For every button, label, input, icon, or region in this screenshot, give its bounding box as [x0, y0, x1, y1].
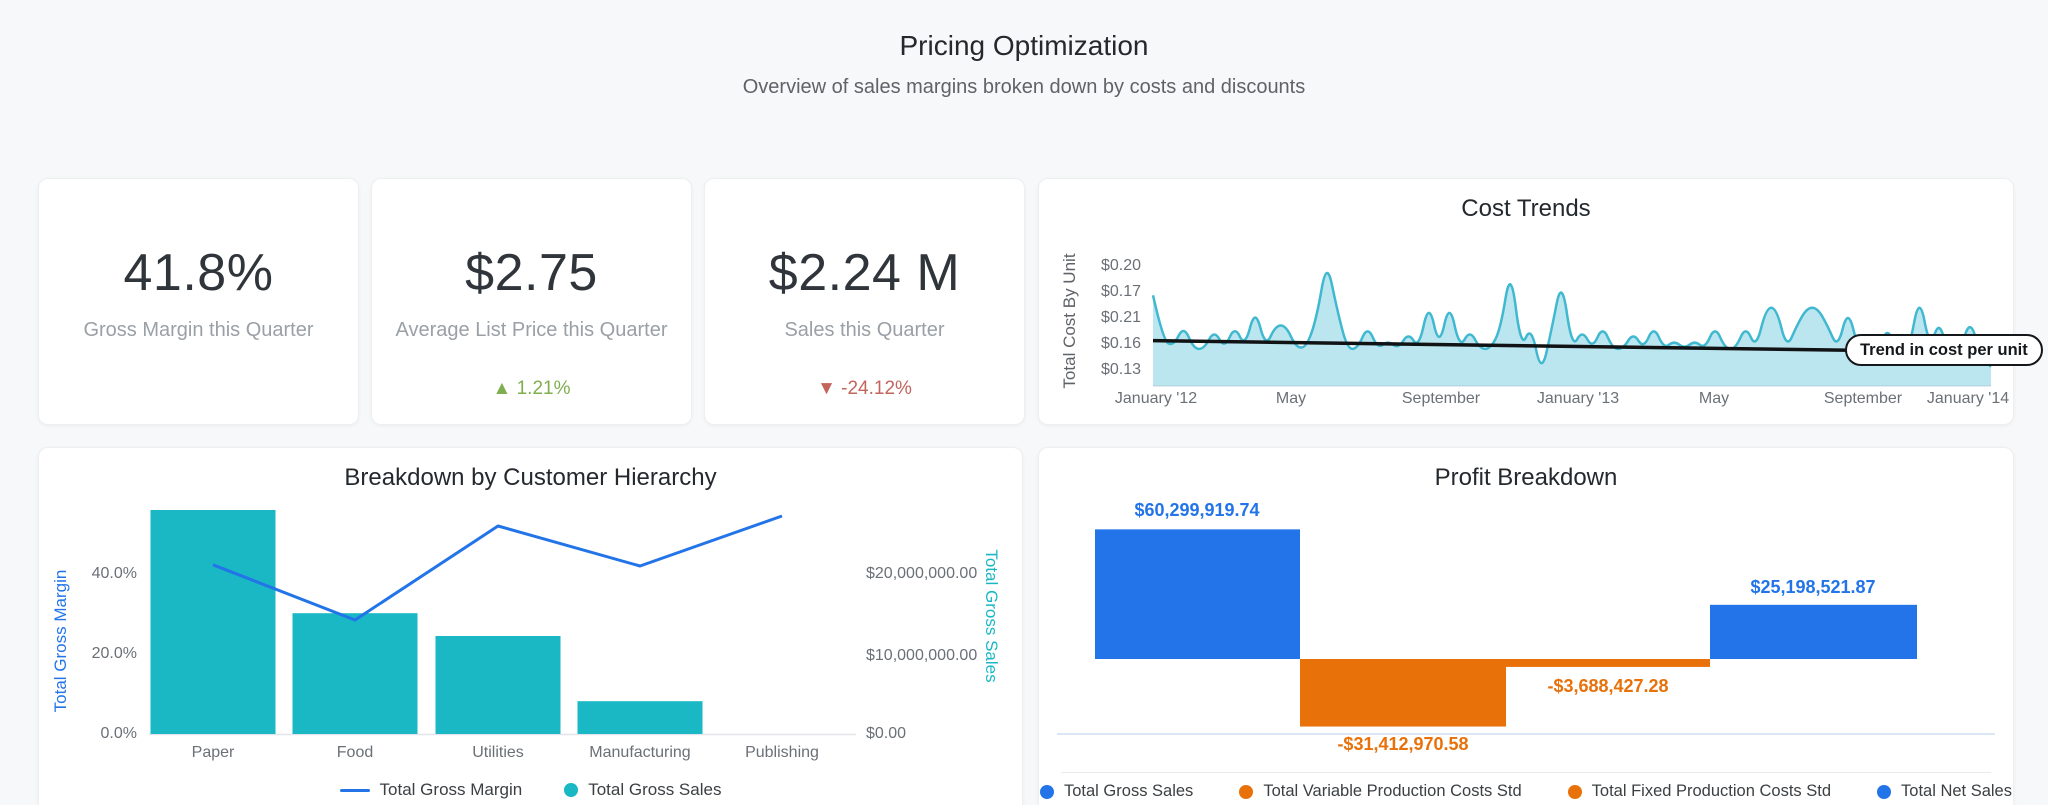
legend-item-fixed-costs[interactable]: Total Fixed Production Costs Std: [1567, 782, 1832, 801]
legend-label: Total Gross Sales: [588, 780, 722, 799]
kpi-label: Sales this Quarter: [784, 319, 945, 341]
cost-trends-area-chart[interactable]: [1039, 179, 2013, 424]
dot-swatch-icon: [564, 783, 579, 797]
x-axis-tick: January '12: [1114, 390, 1198, 407]
bar-value-label: $25,198,521.87: [1750, 577, 1876, 597]
line-swatch-icon: [339, 788, 370, 792]
x-axis-tick: January '13: [1536, 390, 1620, 407]
y-axis-tick: $0.16: [1100, 335, 1141, 352]
legend-label: Total Fixed Production Costs Std: [1591, 782, 1832, 800]
kpi-delta-down: ▼ -24.12%: [705, 378, 1024, 400]
y-axis-tick: $0.20: [1100, 257, 1141, 274]
down-arrow-icon: ▼: [817, 378, 836, 399]
right-axis-tick: $20,000,000.00: [866, 565, 978, 582]
kpi-delta-value: 1.21%: [516, 378, 571, 399]
customer-hierarchy-combo-chart[interactable]: [39, 448, 1022, 805]
x-axis-tick: May: [1275, 390, 1307, 407]
right-axis-tick: $0.00: [866, 725, 907, 742]
bar-value-label: -$31,412,970.58: [1337, 734, 1469, 754]
x-category-label: Paper: [191, 744, 235, 761]
right-axis-tick: $10,000,000.00: [866, 647, 978, 664]
bar-value-label: -$3,688,427.28: [1547, 676, 1669, 696]
x-axis-tick: May: [1698, 390, 1730, 407]
x-category-label: Utilities: [472, 744, 524, 761]
left-axis-tick: 40.0%: [91, 565, 137, 582]
x-axis-tick: September: [1823, 390, 1903, 407]
y-axis-tick: $0.17: [1100, 283, 1141, 300]
dashboard-header: Pricing Optimization Overview of sales m…: [0, 30, 2048, 99]
y-axis-tick: $0.13: [1100, 361, 1141, 378]
x-category-label: Manufacturing: [589, 744, 691, 761]
left-axis-tick: 0.0%: [100, 725, 137, 742]
chart-legend: Total Gross Sales Total Variable Product…: [1039, 782, 2013, 801]
legend-item-gross-sales[interactable]: Total Gross Sales: [564, 780, 721, 800]
x-axis-tick: January '14: [1926, 390, 2010, 407]
chart-title: Profit Breakdown: [1434, 464, 1618, 491]
x-category-label: Publishing: [745, 744, 819, 761]
kpi-label: Average List Price this Quarter: [395, 319, 668, 341]
chart-title: Cost Trends: [1461, 195, 1591, 222]
dot-swatch-icon: [1567, 784, 1582, 799]
legend-divider: [1061, 772, 1991, 773]
y-axis-tick: $0.21: [1100, 309, 1141, 326]
profit-breakdown-card: Profit Breakdown $60,299,919.74 -$31,412…: [1038, 447, 2014, 805]
legend-label: Total Net Sales: [1901, 782, 2012, 800]
kpi-card-average-list-price: $2.75 Average List Price this Quarter ▲ …: [371, 178, 692, 425]
chart-legend: Total Gross Margin Total Gross Sales: [39, 780, 1022, 800]
legend-label: Total Variable Production Costs Std: [1263, 782, 1522, 800]
x-category-label: Food: [336, 744, 374, 761]
page-title: Pricing Optimization: [899, 30, 1149, 61]
bar-value-label: $60,299,919.74: [1134, 500, 1260, 520]
legend-item-total-net-sales[interactable]: Total Net Sales: [1877, 782, 2012, 801]
kpi-delta-value: -24.12%: [841, 378, 912, 399]
legend-label: Total Gross Margin: [379, 780, 523, 799]
kpi-card-gross-margin: 41.8% Gross Margin this Quarter: [38, 178, 359, 425]
dot-swatch-icon: [1877, 784, 1892, 799]
customer-hierarchy-card: Breakdown by Customer Hierarchy Total Gr…: [38, 447, 1023, 805]
kpi-card-sales: $2.24 M Sales this Quarter ▼ -24.12%: [704, 178, 1025, 425]
profit-breakdown-waterfall-chart[interactable]: [1039, 448, 2013, 805]
kpi-value: $2.75: [465, 244, 598, 302]
dot-swatch-icon: [1040, 784, 1054, 799]
up-arrow-icon: ▲: [492, 378, 512, 399]
trend-annotation-pill[interactable]: Trend in cost per unit: [1845, 334, 2043, 366]
dot-swatch-icon: [1239, 784, 1254, 799]
kpi-value: 41.8%: [123, 244, 274, 302]
page-subtitle: Overview of sales margins broken down by…: [742, 76, 1306, 98]
legend-label: Total Gross Sales: [1064, 782, 1194, 800]
kpi-value: $2.24 M: [768, 244, 961, 302]
cost-trends-card: Cost Trends Total Cost By Unit $0.20 $0.…: [1038, 178, 2043, 425]
legend-item-total-gross-sales[interactable]: Total Gross Sales: [1040, 782, 1193, 801]
kpi-delta-up: ▲ 1.21%: [372, 378, 691, 400]
legend-item-variable-costs[interactable]: Total Variable Production Costs Std: [1239, 782, 1522, 801]
left-axis-tick: 20.0%: [91, 645, 137, 662]
x-axis-tick: September: [1401, 390, 1481, 407]
legend-item-gross-margin[interactable]: Total Gross Margin: [339, 780, 523, 800]
chart-title: Breakdown by Customer Hierarchy: [344, 464, 717, 491]
kpi-label: Gross Margin this Quarter: [83, 319, 314, 341]
